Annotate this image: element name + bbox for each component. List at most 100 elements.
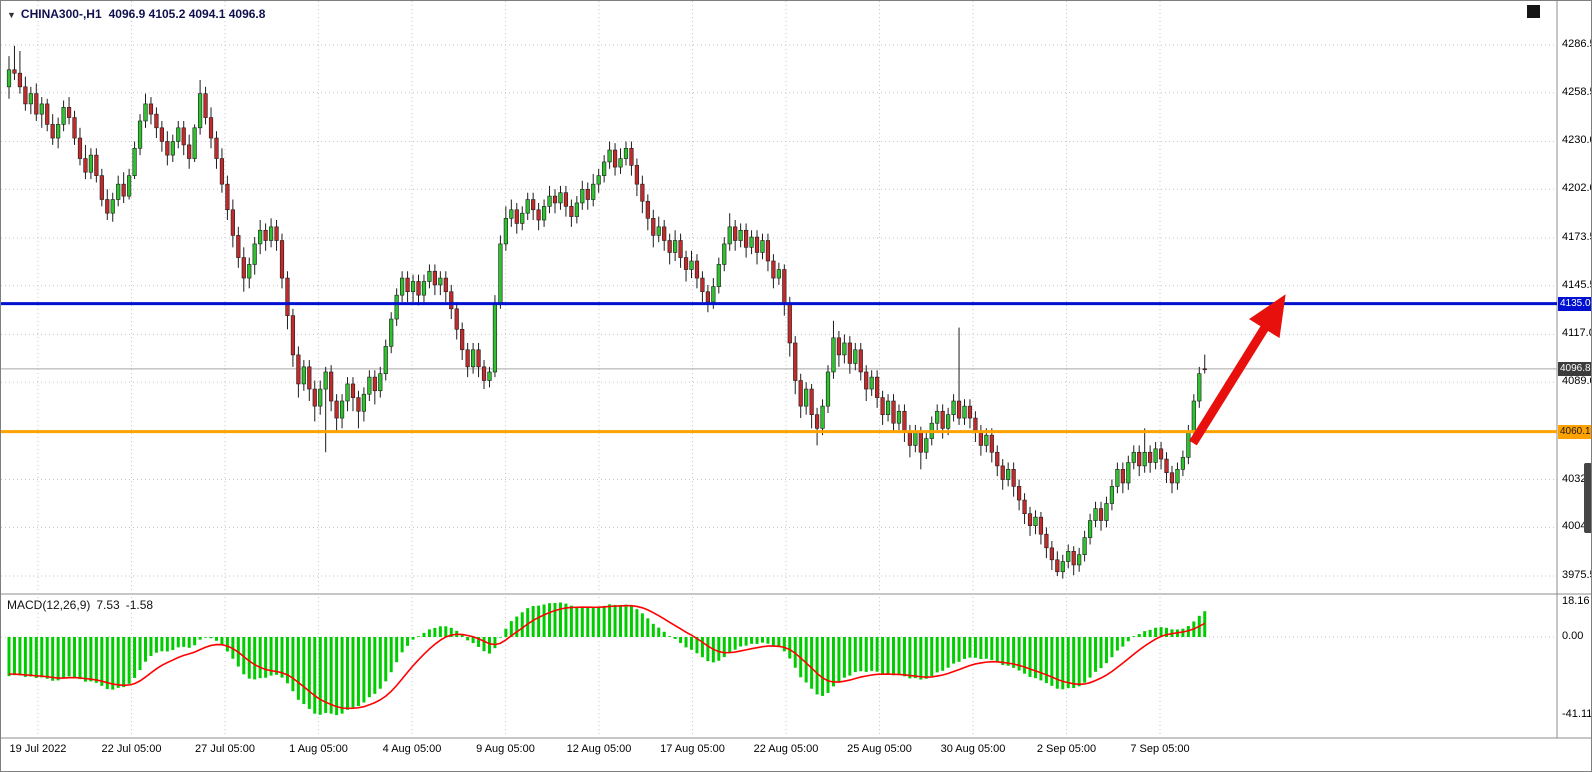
symbol-dropdown-icon[interactable]: ▼ bbox=[7, 10, 16, 20]
macd-histogram-bar bbox=[1094, 637, 1098, 672]
price-axis-label: 4032.0 bbox=[1562, 472, 1591, 485]
macd-histogram-bar bbox=[995, 637, 999, 663]
macd-histogram-bar bbox=[340, 637, 344, 714]
bear-candle-body bbox=[836, 337, 842, 356]
bear-candle-body bbox=[667, 240, 672, 253]
macd-histogram-bar bbox=[952, 637, 956, 664]
date-axis-label: 19 Jul 2022 bbox=[9, 743, 67, 755]
macd-histogram-bar bbox=[83, 637, 87, 682]
bear-candle-body bbox=[307, 366, 312, 390]
macd-histogram-bar bbox=[957, 637, 961, 662]
macd-histogram-bar bbox=[586, 607, 590, 637]
bull-candle-body bbox=[492, 303, 498, 373]
bear-candle-body bbox=[634, 165, 639, 185]
bear-candle-body bbox=[700, 277, 705, 293]
price-axis-label: 4004.0 bbox=[1562, 520, 1591, 533]
macd-histogram-bar bbox=[717, 637, 721, 661]
macd-histogram-bar bbox=[1028, 637, 1032, 677]
bull-candle-body bbox=[56, 124, 61, 139]
macd-histogram-bar bbox=[302, 637, 306, 705]
macd-histogram-bar bbox=[247, 637, 251, 679]
macd-histogram-bar bbox=[373, 637, 377, 694]
bear-candle-body bbox=[1022, 499, 1027, 515]
bear-candle-body bbox=[891, 400, 896, 424]
macd-histogram-bar bbox=[395, 637, 399, 663]
bull-candle-body bbox=[896, 410, 902, 424]
bull-candle-body bbox=[711, 286, 716, 303]
bear-candle-body bbox=[918, 431, 923, 453]
ohlc-values-label: 4096.9 4105.2 4094.1 4096.8 bbox=[108, 7, 266, 21]
bull-candle-body bbox=[367, 376, 372, 395]
macd-main-value: 7.53 bbox=[96, 598, 120, 612]
bull-candle-body bbox=[1115, 469, 1120, 487]
macd-histogram-bar bbox=[575, 606, 579, 637]
bear-candle-body bbox=[83, 158, 88, 173]
bear-candle-body bbox=[460, 328, 465, 351]
bear-candle-body bbox=[203, 93, 208, 118]
macd-histogram-bar bbox=[138, 637, 142, 671]
bear-candle-body bbox=[66, 107, 72, 118]
macd-histogram-bar bbox=[225, 637, 229, 652]
macd-histogram-bar bbox=[662, 631, 666, 637]
bear-candle-body bbox=[531, 199, 536, 211]
macd-histogram-bar bbox=[1061, 637, 1065, 690]
bull-candle-body bbox=[361, 393, 367, 412]
macd-histogram-bar bbox=[810, 637, 814, 689]
bull-candle-body bbox=[689, 260, 694, 270]
bull-candle-body bbox=[760, 240, 765, 253]
bull-candle-body bbox=[421, 281, 427, 296]
macd-histogram-bar bbox=[1012, 637, 1016, 668]
macd-histogram-bar bbox=[679, 637, 683, 644]
macd-histogram-bar bbox=[67, 637, 71, 677]
macd-signal-line bbox=[8, 604, 1206, 710]
bear-candle-body bbox=[1120, 469, 1125, 484]
macd-histogram-bar bbox=[700, 637, 704, 658]
macd-histogram-bar bbox=[258, 637, 262, 679]
bull-candle-body bbox=[580, 188, 585, 204]
macd-histogram-bar bbox=[690, 637, 693, 650]
macd-histogram-bar bbox=[859, 637, 863, 672]
bear-candle-body bbox=[569, 206, 574, 217]
price-axis-label: 4145.5 bbox=[1562, 278, 1591, 291]
bull-candle-body bbox=[1142, 451, 1147, 467]
scrollbar-thumb[interactable] bbox=[1584, 463, 1591, 533]
bull-candle-body bbox=[913, 431, 918, 446]
trend-arrow[interactable] bbox=[1189, 294, 1286, 446]
macd-histogram-bar bbox=[1137, 633, 1141, 637]
macd-histogram-bar bbox=[624, 604, 628, 637]
bear-candle-body bbox=[809, 388, 814, 415]
macd-histogram-bar bbox=[1083, 637, 1087, 683]
macd-histogram-bar bbox=[324, 637, 328, 713]
price-axis-label: 4286.5 bbox=[1562, 38, 1591, 50]
macd-histogram-bar bbox=[1126, 637, 1130, 642]
macd-histogram-bar bbox=[668, 636, 672, 637]
bear-candle-body bbox=[629, 148, 634, 166]
bear-candle-body bbox=[1027, 513, 1033, 526]
bull-candle-body bbox=[820, 405, 825, 429]
bear-candle-body bbox=[34, 93, 39, 115]
macd-histogram-bar bbox=[45, 637, 49, 679]
macd-histogram-bar bbox=[487, 637, 491, 654]
macd-histogram-bar bbox=[133, 637, 137, 678]
price-axis-label: 3975.5 bbox=[1562, 569, 1591, 582]
macd-histogram-bar bbox=[149, 637, 153, 656]
window-control-icon[interactable] bbox=[1527, 5, 1540, 18]
bear-candle-body bbox=[285, 277, 290, 316]
macd-histogram-bar bbox=[853, 637, 857, 673]
bull-candle-body bbox=[1197, 373, 1202, 402]
macd-name-label: MACD(12,26,9) bbox=[7, 598, 91, 612]
macd-histogram-bar bbox=[466, 637, 470, 641]
macd-histogram-bar bbox=[1050, 637, 1054, 686]
macd-histogram-bar bbox=[619, 605, 623, 637]
bear-candle-body bbox=[225, 183, 230, 211]
bear-candle-body bbox=[536, 209, 541, 221]
price-axis-label: 4173.5 bbox=[1562, 230, 1591, 243]
macd-histogram-bar bbox=[684, 637, 688, 648]
macd-histogram-bar bbox=[673, 637, 677, 639]
macd-histogram-bar bbox=[1033, 637, 1037, 679]
bear-candle-body bbox=[154, 113, 159, 129]
bear-candle-body bbox=[12, 69, 17, 74]
macd-histogram-bar bbox=[602, 605, 606, 637]
